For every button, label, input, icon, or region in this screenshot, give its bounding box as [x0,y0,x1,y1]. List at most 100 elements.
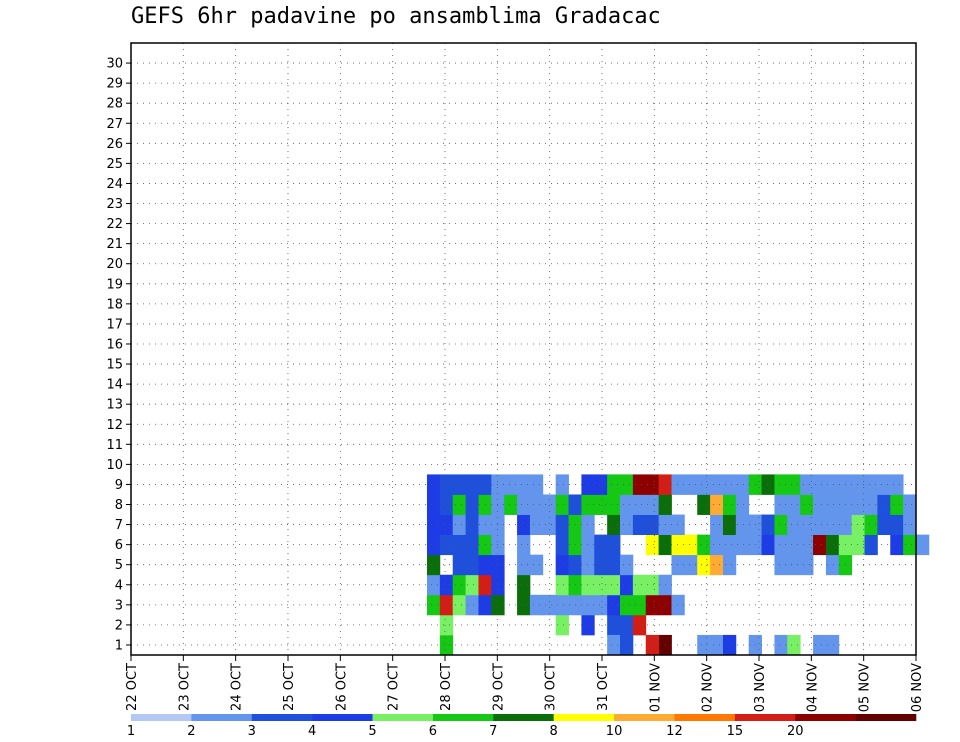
legend-swatch [493,714,554,721]
legend-label: 7 [489,724,497,739]
y-tick-label: 30 [106,57,123,72]
heatmap-cell [452,474,466,495]
heatmap-cell [439,534,454,556]
heatmap-cell [671,554,685,576]
heatmap-cell [645,594,660,616]
heatmap-cell [903,514,917,536]
heatmap-cell [465,574,479,596]
heatmap-cell [465,494,479,515]
legend-label: 5 [368,724,376,739]
legend-swatch [312,714,373,721]
heatmap-cell [877,474,891,495]
heatmap-cell [774,494,788,515]
heatmap-cell [529,474,544,495]
legend-label: 1 [127,724,135,739]
heatmap-cell [594,494,608,515]
heatmap-cells [426,474,930,656]
heatmap-cell [581,514,595,536]
heatmap-cell [620,614,634,636]
heatmap-cell [439,574,454,596]
heatmap-cell [761,514,775,536]
heatmap-cell [620,494,634,515]
legend-label: 3 [248,724,256,739]
heatmap-cell [517,554,531,576]
heatmap-cell [426,474,441,495]
heatmap-cell [774,534,788,556]
x-tick-label: 04 NOV [805,663,820,712]
y-tick-label: 8 [115,498,123,513]
heatmap-cell [607,594,621,616]
heatmap-cell [594,474,608,495]
heatmap-cell [671,474,685,495]
y-tick-label: 9 [115,478,123,493]
legend-label: 2 [187,724,195,739]
heatmap-cell [607,514,621,536]
y-tick-label: 25 [106,157,123,172]
heatmap-cell [426,574,441,596]
heatmap-cell [581,594,595,616]
heatmap-cell [697,554,711,576]
x-axis: 22 OCT 23 OCT 24 OCT 25 OCT 26 OCT 27 OCT 28 O… [125,655,925,712]
y-tick-label: 16 [106,337,123,352]
heatmap-cell [710,534,724,556]
y-tick-label: 1 [115,638,123,653]
heatmap-cell [851,514,865,536]
heatmap-cell [735,514,750,536]
heatmap-cell [426,594,441,616]
heatmap-cell [452,494,466,515]
heatmap-cell [620,474,634,495]
y-tick-label: 12 [106,418,123,433]
heatmap-cell [645,634,660,656]
heatmap-cell [581,494,595,515]
heatmap-cell [800,494,814,515]
heatmap-cell [594,534,608,556]
heatmap-cell [787,634,801,656]
heatmap-cell [710,514,724,536]
heatmap-cell [800,514,814,536]
heatmap-cell [439,494,454,515]
heatmap-cell [529,494,544,515]
chart-title: GEFS 6hr padavine po ansamblima Gradacac [131,4,661,29]
heatmap-cell [722,634,737,656]
x-tick-label: 25 OCT [282,663,297,711]
heatmap-cell [671,594,685,616]
legend-swatch [795,714,856,721]
y-tick-label: 10 [106,458,123,473]
heatmap-cell [697,474,711,495]
heatmap-cell [645,534,660,556]
heatmap-cell [722,554,737,576]
heatmap-cell [800,474,814,495]
heatmap-cell [813,634,827,656]
heatmap-cell [890,474,904,495]
legend-label: 15 [727,724,744,739]
legend-label: 20 [787,724,804,739]
y-tick-label: 5 [115,558,123,573]
y-tick-label: 18 [106,297,123,312]
x-tick-label: 01 NOV [648,663,663,712]
heatmap-cell [722,474,737,495]
heatmap-cell [632,614,647,636]
heatmap-cell [439,514,454,536]
y-tick-label: 21 [106,237,123,252]
legend-swatch [734,714,796,721]
y-axis: 1234567891011121314151617181920212223242… [106,57,131,653]
heatmap-cell [594,554,608,576]
y-tick-label: 28 [106,97,123,112]
heatmap-cell [697,634,711,656]
y-tick-label: 11 [106,438,123,453]
heatmap-cell [620,594,634,616]
x-tick-label: 02 NOV [701,663,716,712]
legend-swatch [131,714,192,721]
heatmap-cell [426,534,441,556]
y-tick-label: 2 [115,618,123,633]
heatmap-cell [903,494,917,515]
legend-label: 8 [550,724,558,739]
heatmap-cell [555,614,569,636]
heatmap-cell [761,474,775,495]
heatmap-cell [864,474,878,495]
heatmap-cell [607,554,621,576]
x-tick-label: 29 OCT [491,663,506,711]
heatmap-cell [452,514,466,536]
x-tick-label: 06 NOV [910,663,925,712]
heatmap-cell [607,474,621,495]
